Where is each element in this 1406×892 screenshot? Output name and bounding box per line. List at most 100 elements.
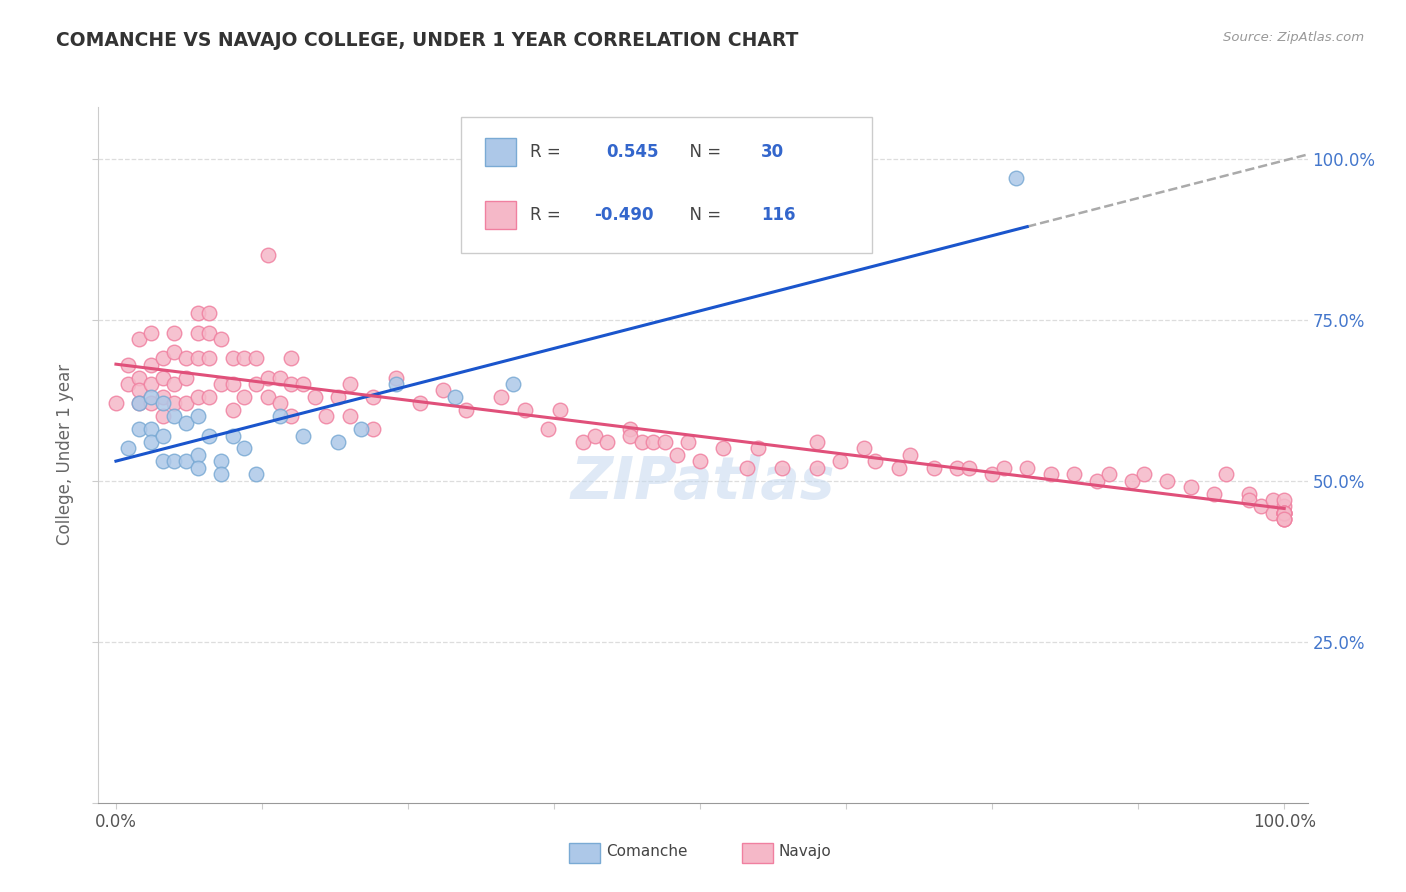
Point (361, 422, 384, 436)
Point (456, 402, 478, 417)
Point (887, 460, 910, 475)
Point (187, 448, 209, 462)
Point (291, 377, 314, 392)
Point (326, 435, 349, 450)
Point (1261, 506, 1284, 520)
Point (981, 467, 1004, 482)
Text: ZIPatlas: ZIPatlas (571, 454, 835, 511)
Point (222, 428, 245, 442)
Point (152, 428, 174, 442)
Point (198, 326, 221, 340)
Point (1237, 486, 1260, 500)
Point (163, 326, 186, 340)
Point (152, 454, 174, 468)
Point (163, 454, 186, 468)
Point (187, 351, 209, 366)
Point (163, 409, 186, 424)
FancyBboxPatch shape (485, 201, 516, 229)
Point (139, 435, 162, 450)
Point (152, 351, 174, 366)
Point (187, 460, 209, 475)
Point (152, 370, 174, 384)
Point (548, 402, 571, 417)
Point (198, 428, 221, 442)
Point (187, 390, 209, 404)
Point (409, 396, 432, 410)
FancyBboxPatch shape (485, 138, 516, 166)
Point (678, 435, 700, 450)
Point (198, 306, 221, 320)
Point (1180, 480, 1202, 494)
Point (385, 370, 408, 384)
Text: 30: 30 (761, 144, 785, 161)
Text: N =: N = (679, 144, 725, 161)
Point (1272, 506, 1295, 520)
Point (198, 351, 221, 366)
Point (256, 390, 278, 404)
Point (1204, 486, 1226, 500)
Point (139, 377, 162, 392)
Point (128, 370, 150, 384)
Point (326, 390, 349, 404)
Point (339, 409, 361, 424)
Text: Comanche: Comanche (606, 845, 688, 859)
Point (502, 377, 524, 392)
Point (1121, 474, 1143, 488)
Point (233, 390, 256, 404)
Point (630, 435, 652, 450)
Point (1063, 467, 1085, 482)
Point (187, 409, 209, 424)
Point (128, 422, 150, 436)
Point (713, 442, 735, 456)
Text: Navajo: Navajo (779, 845, 832, 859)
Point (1272, 500, 1295, 514)
Text: COMANCHE VS NAVAJO COLLEGE, UNDER 1 YEAR CORRELATION CHART: COMANCHE VS NAVAJO COLLEGE, UNDER 1 YEAR… (56, 31, 799, 50)
Point (865, 454, 887, 468)
Point (174, 454, 197, 468)
Point (1272, 512, 1295, 526)
Point (1098, 467, 1121, 482)
Point (513, 402, 536, 417)
Point (209, 454, 232, 468)
Point (245, 351, 267, 366)
Point (315, 409, 337, 424)
Point (187, 306, 209, 320)
Point (222, 402, 245, 417)
Point (1215, 467, 1237, 482)
Point (233, 442, 256, 456)
Point (245, 377, 267, 392)
Point (174, 351, 197, 366)
Point (1272, 506, 1295, 520)
Point (1272, 506, 1295, 520)
Point (209, 332, 232, 346)
Point (619, 428, 641, 442)
Point (385, 377, 408, 392)
Text: R =: R = (530, 144, 571, 161)
Point (1004, 170, 1026, 185)
Point (139, 358, 162, 372)
Point (806, 435, 828, 450)
Point (443, 390, 465, 404)
Point (1085, 474, 1108, 488)
Point (222, 351, 245, 366)
Point (117, 442, 139, 456)
Point (152, 396, 174, 410)
Point (280, 409, 302, 424)
Point (1039, 467, 1062, 482)
Text: Source: ZipAtlas.com: Source: ZipAtlas.com (1223, 31, 1364, 45)
Point (1250, 500, 1272, 514)
Point (139, 422, 162, 436)
Point (104, 396, 127, 410)
Point (1272, 493, 1295, 508)
Point (770, 460, 793, 475)
Point (1272, 506, 1295, 520)
Point (806, 460, 828, 475)
Point (1272, 512, 1295, 526)
Point (187, 326, 209, 340)
Point (339, 377, 361, 392)
Text: R =: R = (530, 206, 567, 224)
Point (1272, 512, 1295, 526)
Point (222, 377, 245, 392)
Point (735, 460, 758, 475)
Point (619, 422, 641, 436)
